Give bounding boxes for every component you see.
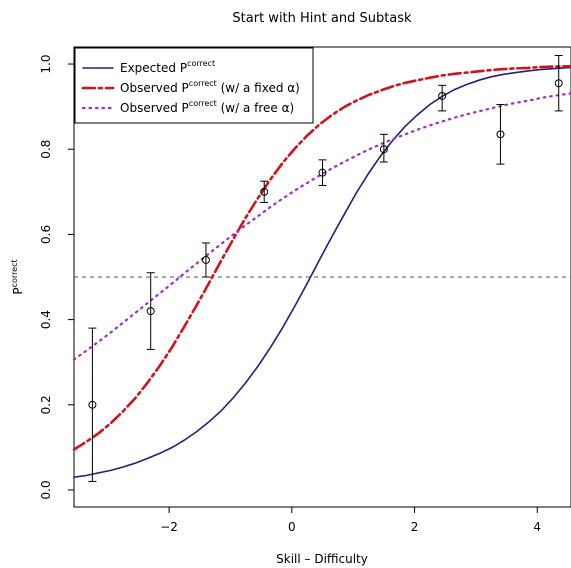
legend-sup: correct	[189, 99, 217, 108]
y-axis-label-base: P	[11, 287, 25, 294]
curve-1	[72, 64, 571, 451]
data-point	[496, 130, 505, 139]
y-axis-label: Pcorrect	[10, 259, 25, 294]
data-point	[379, 145, 388, 154]
x-tick-label: 4	[533, 520, 541, 534]
curve-layer	[72, 64, 571, 478]
y-axis: 0.0 0.2 0.4 0.6 0.8 1.0	[39, 54, 74, 500]
data-point	[260, 187, 269, 196]
legend-p: P	[182, 101, 189, 115]
y-tick-label: 0.2	[39, 395, 53, 414]
y-tick-label: 0.0	[39, 480, 53, 499]
legend-prefix: Observed	[120, 81, 182, 95]
data-point	[88, 400, 97, 409]
y-tick-label: 0.6	[39, 225, 53, 244]
data-point	[318, 168, 327, 177]
curve-2	[72, 92, 571, 361]
data-point	[201, 255, 210, 264]
x-axis-label: Skill – Difficulty	[276, 552, 368, 566]
legend-box	[74, 47, 314, 124]
data-point	[146, 307, 155, 316]
y-axis-label-sup: correct	[10, 259, 19, 287]
legend-prefix: Expected	[120, 61, 180, 75]
x-tick-label: 0	[288, 520, 296, 534]
x-tick-label: 2	[411, 520, 419, 534]
legend-suffix: (w/ a free α)	[217, 101, 294, 115]
chart-title: Start with Hint and Subtask	[232, 11, 412, 26]
x-axis: −2 0 2 4	[160, 507, 541, 534]
y-tick-label: 0.8	[39, 140, 53, 159]
legend-sup: correct	[189, 79, 217, 88]
legend-label: Observed Pcorrect (w/ a fixed α)	[120, 79, 300, 95]
data-point	[438, 91, 447, 100]
legend-p: P	[182, 81, 189, 95]
legend-suffix: (w/ a fixed α)	[217, 81, 300, 95]
y-tick-label: 1.0	[39, 54, 53, 73]
legend-sup: correct	[187, 59, 215, 68]
legend-label: Expected Pcorrect	[120, 59, 215, 75]
legend-p: P	[180, 61, 187, 75]
legend-prefix: Observed	[120, 101, 182, 115]
y-tick-label: 0.4	[39, 310, 53, 329]
legend-label: Observed Pcorrect (w/ a free α)	[120, 99, 294, 115]
x-tick-label: −2	[160, 520, 178, 534]
data-point	[554, 79, 563, 88]
curve-0	[73, 66, 571, 478]
points-layer	[88, 55, 563, 482]
